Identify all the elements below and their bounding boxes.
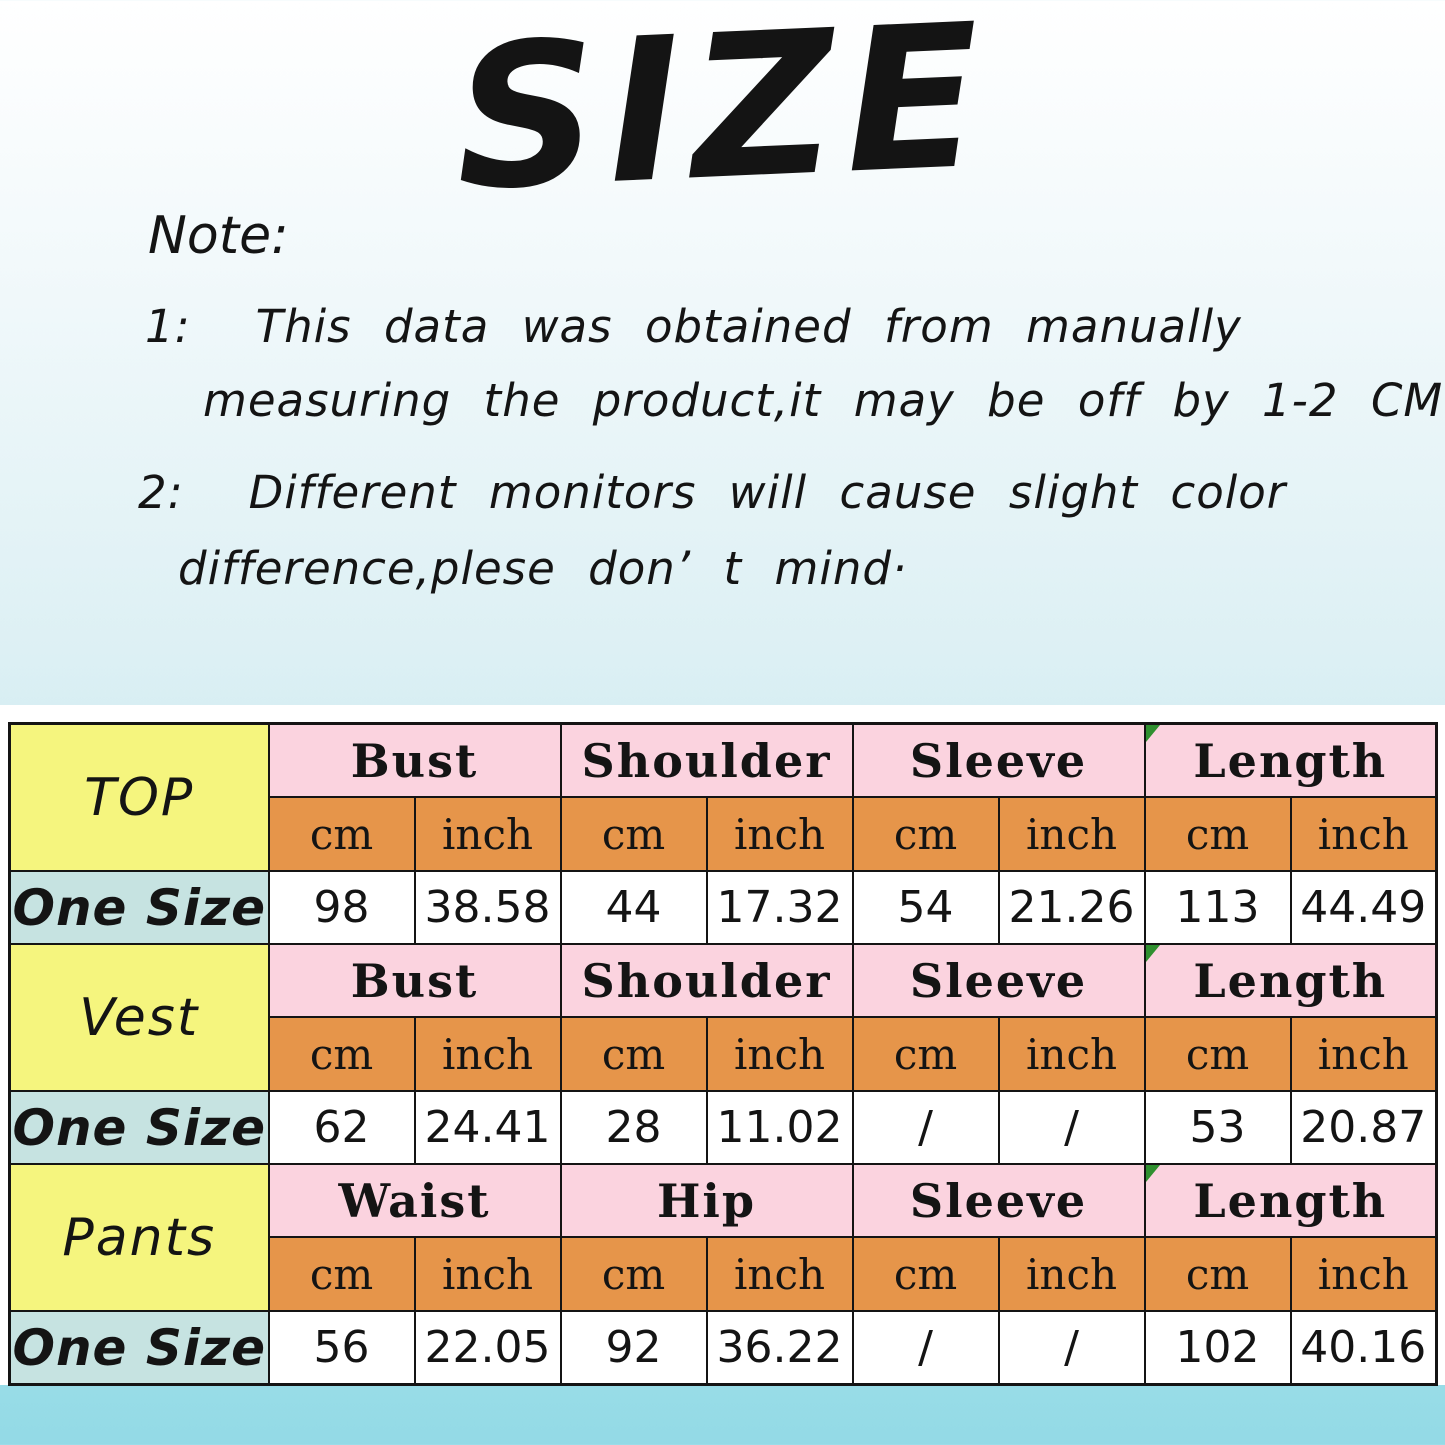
measure-header-cell: Sleeve [851, 722, 1146, 798]
value-cell: 20.87 [1289, 1090, 1438, 1165]
unit-cell: cm [559, 1236, 708, 1312]
value-cell: 17.32 [705, 870, 854, 945]
section-label-cell: TOP [8, 722, 270, 872]
note-1-line-1: 1: This data was obtained from manually [145, 300, 1242, 353]
value-cell: / [997, 1090, 1146, 1165]
unit-cell: cm [851, 1016, 1000, 1092]
value-cell: / [997, 1310, 1146, 1386]
measure-header-cell: Bust [267, 943, 562, 1018]
section-label-cell: Vest [8, 943, 270, 1092]
value-cell: 62 [267, 1090, 416, 1165]
unit-cell: cm [1143, 1016, 1292, 1092]
note-2-line-1: 2: Different monitors will cause slight … [138, 466, 1287, 519]
size-row-label-cell: One Size [8, 870, 270, 945]
unit-cell: cm [1143, 1236, 1292, 1312]
unit-cell: inch [1289, 1016, 1438, 1092]
measure-header-cell: Sleeve [851, 943, 1146, 1018]
size-table-panel: TOP Bust Shoulder Sleeve Length cm inch … [0, 705, 1445, 1386]
measure-header-label: Length [1193, 953, 1388, 1008]
units-row-pants: cm inch cm inch cm inch cm inch [10, 1236, 1438, 1312]
unit-cell: inch [1289, 1236, 1438, 1312]
value-cell: 22.05 [413, 1310, 562, 1386]
measure-header-label: Length [1193, 733, 1388, 788]
value-cell: 38.58 [413, 870, 562, 945]
unit-cell: inch [1289, 796, 1438, 872]
unit-cell: cm [851, 796, 1000, 872]
values-row-vest: One Size 62 24.41 28 11.02 / / 53 20.87 [8, 1090, 1438, 1165]
unit-cell: cm [559, 796, 708, 872]
value-cell: 28 [559, 1090, 708, 1165]
value-cell: 44.49 [1289, 870, 1438, 945]
unit-cell: inch [997, 796, 1146, 872]
measure-header-cell: Hip [559, 1163, 854, 1238]
unit-cell: cm [851, 1236, 1000, 1312]
unit-cell: inch [997, 1236, 1146, 1312]
measure-header-label: Length [1193, 1173, 1388, 1228]
value-cell: 24.41 [413, 1090, 562, 1165]
value-cell: 53 [1143, 1090, 1292, 1165]
units-row-vest: cm inch cm inch cm inch cm inch [10, 1016, 1438, 1092]
header-row-vest: Vest Bust Shoulder Sleeve Length [8, 943, 1438, 1092]
section-label-cell: Pants [8, 1163, 270, 1312]
note-heading: Note: [148, 206, 289, 266]
units-row-top: cm inch cm inch cm inch cm inch [10, 796, 1438, 872]
unit-cell: inch [413, 1236, 562, 1312]
value-cell: / [851, 1310, 1000, 1386]
unit-cell: cm [559, 1016, 708, 1092]
unit-cell: inch [705, 1016, 854, 1092]
values-row-pants: One Size 56 22.05 92 36.22 / / 102 40.16 [8, 1310, 1438, 1386]
measure-header-cell: Shoulder [559, 722, 854, 798]
measure-header-cell: Length [1143, 943, 1438, 1018]
size-row-label-cell: One Size [8, 1090, 270, 1165]
values-row-top: One Size 98 38.58 44 17.32 54 21.26 113 … [8, 870, 1438, 945]
header-row-pants: Pants Waist Hip Sleeve Length [8, 1163, 1438, 1312]
measure-header-cell: Length [1143, 1163, 1438, 1238]
excel-flag-icon [1146, 946, 1160, 962]
value-cell: 56 [267, 1310, 416, 1386]
value-cell: 92 [559, 1310, 708, 1386]
note-2-line-2: difference,plese don’ t mind· [178, 542, 908, 595]
unit-cell: cm [1143, 796, 1292, 872]
value-cell: 40.16 [1289, 1310, 1438, 1386]
value-cell: / [851, 1090, 1000, 1165]
size-table: TOP Bust Shoulder Sleeve Length cm inch … [8, 722, 1439, 1386]
value-cell: 54 [851, 870, 1000, 945]
measure-header-cell: Shoulder [559, 943, 854, 1018]
unit-cell: inch [413, 796, 562, 872]
value-cell: 113 [1143, 870, 1292, 945]
value-cell: 11.02 [705, 1090, 854, 1165]
unit-cell: inch [413, 1016, 562, 1092]
value-cell: 36.22 [705, 1310, 854, 1386]
measure-header-cell: Sleeve [851, 1163, 1146, 1238]
value-cell: 98 [267, 870, 416, 945]
excel-flag-icon [1146, 725, 1160, 742]
unit-cell: inch [997, 1016, 1146, 1092]
value-cell: 102 [1143, 1310, 1292, 1386]
unit-cell: cm [267, 796, 416, 872]
value-cell: 44 [559, 870, 708, 945]
measure-header-cell: Waist [267, 1163, 562, 1238]
unit-cell: inch [705, 796, 854, 872]
note-1-line-2: measuring the product,it may be off by 1… [203, 374, 1445, 427]
excel-flag-icon [1146, 1166, 1160, 1182]
unit-cell: cm [267, 1016, 416, 1092]
value-cell: 21.26 [997, 870, 1146, 945]
size-row-label-cell: One Size [8, 1310, 270, 1386]
unit-cell: cm [267, 1236, 416, 1312]
header-row-top: TOP Bust Shoulder Sleeve Length [8, 722, 1438, 872]
measure-header-cell: Length [1143, 722, 1438, 798]
measure-header-cell: Bust [267, 722, 562, 798]
unit-cell: inch [705, 1236, 854, 1312]
